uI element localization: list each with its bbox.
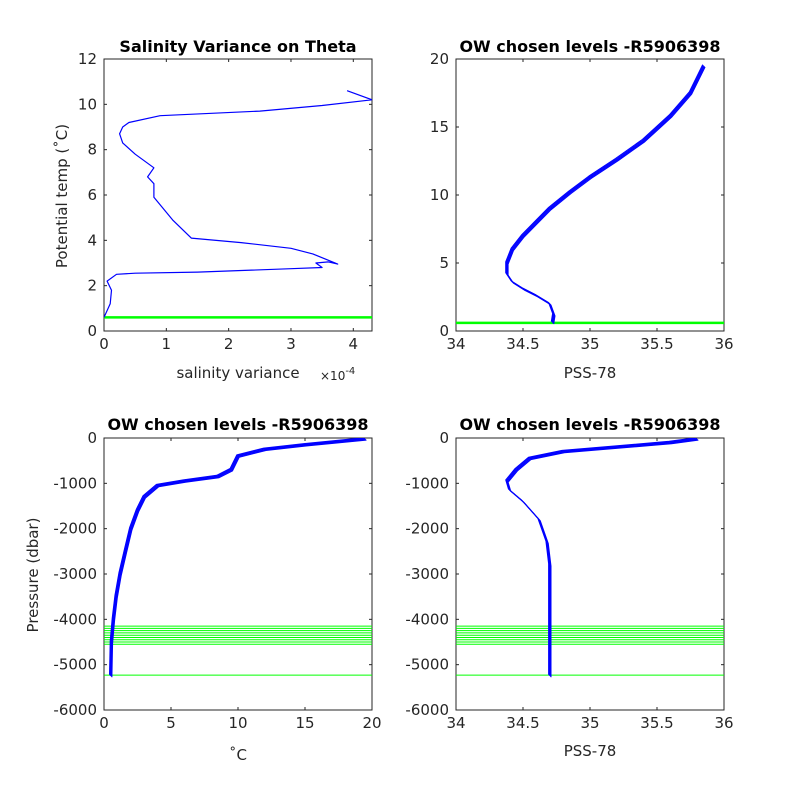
p3-axes-frame <box>103 437 373 711</box>
panel-1-x-exponent-power: -4 <box>345 366 355 377</box>
p3-ytick-label: -5000 <box>53 656 97 674</box>
p2-xtick-label: 36 <box>714 335 733 353</box>
p2-series-line <box>506 65 705 323</box>
p3-series-line <box>110 439 366 677</box>
panel-3-title: OW chosen levels -R5906398 <box>107 415 368 434</box>
p2-ytick-label: 5 <box>439 254 449 272</box>
panel-4-title: OW chosen levels -R5906398 <box>459 415 720 434</box>
p2-xtick-label: 35 <box>580 335 599 353</box>
p2-xtick-label: 34 <box>446 335 465 353</box>
p1-ytick-label: 10 <box>78 95 97 113</box>
p4-series-line <box>507 439 698 677</box>
p3-ytick-label: -3000 <box>53 565 97 583</box>
p3-ytick-label: -1000 <box>53 474 97 492</box>
p3-xtick-label: 10 <box>228 714 247 732</box>
panel-2-xlabel: PSS-78 <box>564 364 617 382</box>
p3-plot-content <box>104 438 372 678</box>
panel-1-x-exponent: ×10-4 <box>320 366 355 383</box>
panel-2-title: OW chosen levels -R5906398 <box>459 37 720 56</box>
p1-xtick-label: 0 <box>99 335 109 353</box>
panel-salinity-pressure: OW chosen levels -R5906398 34 34.5 35 35.5 3… <box>405 415 733 760</box>
panel-3-plot-area: 0 5 10 15 20 -6000 -5000 -4000 -3000 -2000 -1000 0 <box>53 429 381 732</box>
p1-xtick-label: 1 <box>162 335 172 353</box>
p2-xtick-label: 34.5 <box>506 335 539 353</box>
p4-ytick-label: -4000 <box>405 610 449 628</box>
p4-xtick-label: 34 <box>446 714 465 732</box>
p3-series-line <box>111 439 367 678</box>
p1-plot-content <box>104 90 372 319</box>
p1-series-line <box>104 90 372 318</box>
p3-series-line <box>110 438 366 677</box>
panel-salinity-theta: OW chosen levels -R5906398 34 34.5 35 35.5 3… <box>430 37 734 382</box>
p3-xtick-label: 15 <box>295 714 314 732</box>
panel-1-x-exponent-base: ×10 <box>320 369 345 383</box>
panel-1-ylabel: Potential temp (˚C) <box>53 124 71 268</box>
p1-ytick-label: 12 <box>78 50 97 68</box>
p2-series-line <box>507 66 706 325</box>
p1-ytick-label: 6 <box>87 186 97 204</box>
panel-3-ylabel: Pressure (dbar) <box>24 518 42 633</box>
p4-xtick-label: 34.5 <box>506 714 539 732</box>
p2-ytick-label: 10 <box>430 186 449 204</box>
p3-xtick-label: 0 <box>99 714 109 732</box>
panel-2-plot-area: 34 34.5 35 35.5 36 0 5 10 15 20 <box>430 50 734 353</box>
p3-ytick-label: -4000 <box>53 610 97 628</box>
p2-ytick-label: 15 <box>430 118 449 136</box>
p4-ytick-label: 0 <box>439 429 449 447</box>
panel-4-xlabel: PSS-78 <box>564 742 617 760</box>
panel-temperature-pressure: OW chosen levels -R5906398 0 5 10 15 20 -6000… <box>24 415 382 764</box>
p4-plot-content <box>456 438 724 678</box>
panel-1-xlabel: salinity variance <box>176 364 299 382</box>
p2-ytick-label: 20 <box>430 50 449 68</box>
p3-xtick-label: 20 <box>362 714 381 732</box>
p1-axes-frame <box>103 58 373 332</box>
p4-ytick-label: -1000 <box>405 474 449 492</box>
p1-ytick-label: 2 <box>87 277 97 295</box>
p4-xtick-label: 36 <box>714 714 733 732</box>
p1-xtick-label: 2 <box>224 335 234 353</box>
p2-ytick-label: 0 <box>439 322 449 340</box>
panel-3-xlabel: ˚C <box>229 746 247 764</box>
p4-xtick-label: 35.5 <box>640 714 673 732</box>
p4-series-line <box>506 438 698 676</box>
panel-salinity-variance: Salinity Variance on Theta 0 1 2 3 402468101… <box>53 37 373 383</box>
p2-series-line <box>505 64 704 322</box>
p4-ytick-label: -3000 <box>405 565 449 583</box>
p4-ytick-label: -2000 <box>405 520 449 538</box>
p1-xtick-label: 3 <box>286 335 296 353</box>
p3-ytick-label: -6000 <box>53 701 97 719</box>
p2-plot-content <box>456 64 724 325</box>
p4-axes-frame <box>455 437 725 711</box>
p3-xtick-label: 5 <box>166 714 176 732</box>
p1-ytick-label: 8 <box>87 141 97 159</box>
p4-series-line <box>507 439 699 678</box>
p1-ytick-label: 4 <box>87 231 97 249</box>
panel-1-title: Salinity Variance on Theta <box>119 37 356 56</box>
p1-ytick-label: 0 <box>87 322 97 340</box>
p2-series-line <box>505 64 704 323</box>
p2-series-line <box>507 66 705 324</box>
p3-ytick-label: 0 <box>87 429 97 447</box>
p1-xtick-label: 4 <box>349 335 359 353</box>
panel-4-plot-area: 34 34.5 35 35.5 36 -6000 -5000 -4000 -3000 -2000 -… <box>405 429 733 732</box>
p2-xtick-label: 35.5 <box>640 335 673 353</box>
p3-series-line <box>109 438 365 676</box>
p4-ytick-label: -5000 <box>405 656 449 674</box>
p4-ytick-label: -6000 <box>405 701 449 719</box>
p3-series-line <box>109 438 365 675</box>
p3-ytick-label: -2000 <box>53 520 97 538</box>
p4-xtick-label: 35 <box>580 714 599 732</box>
